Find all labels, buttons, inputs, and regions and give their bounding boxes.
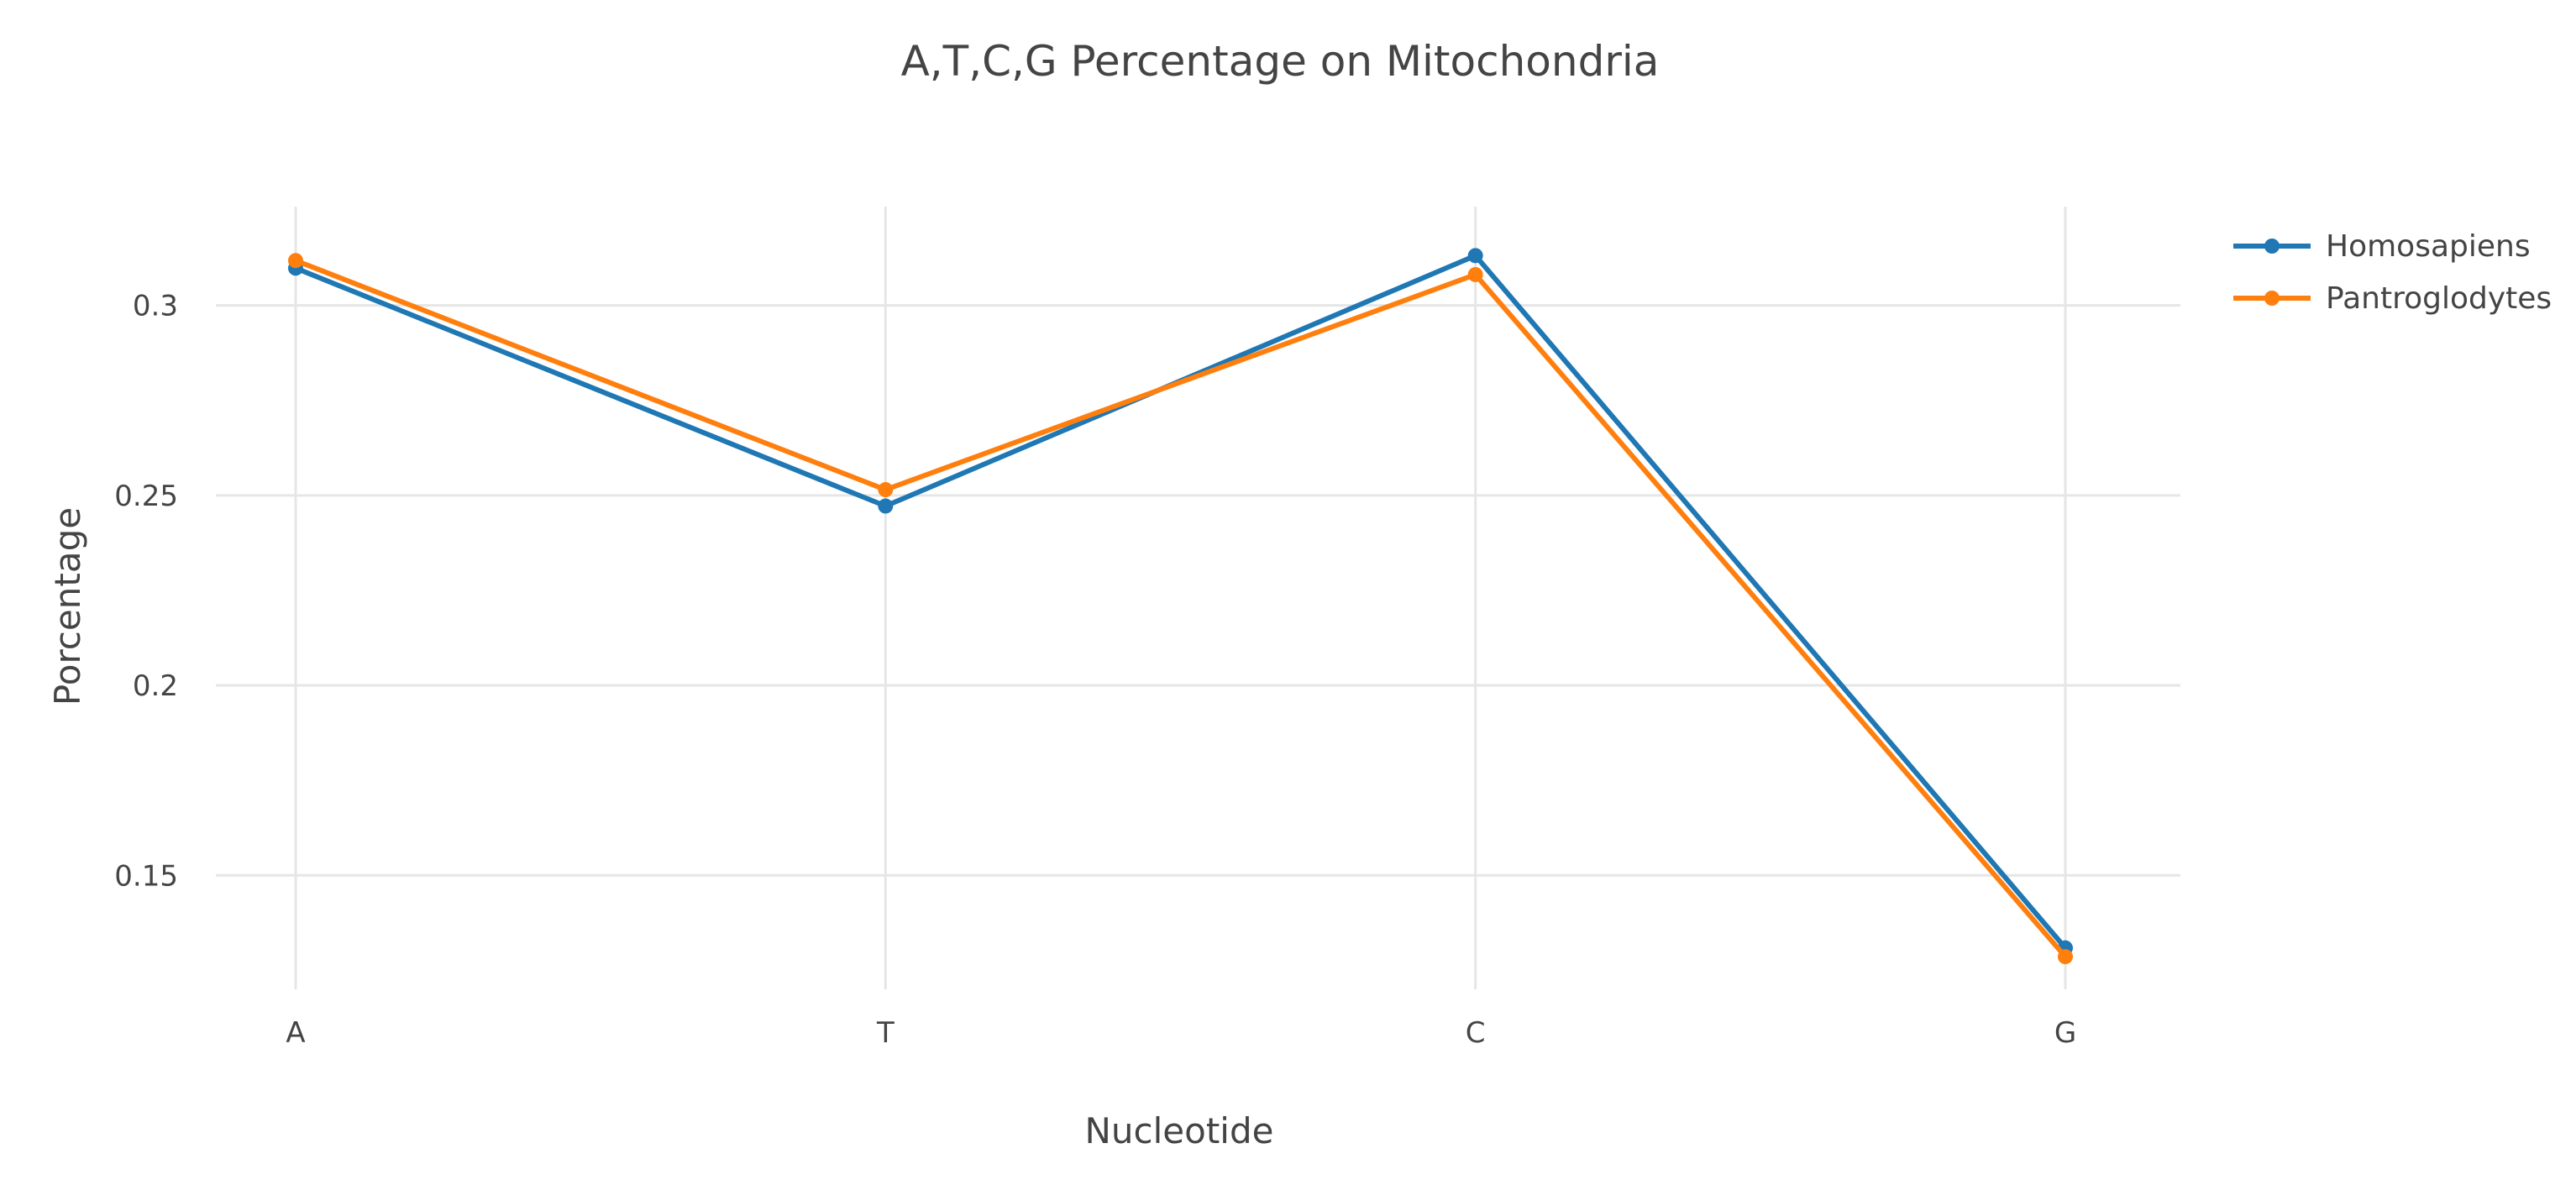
series-line: [294, 258, 2068, 959]
legend-item[interactable]: Pantroglodytes: [2233, 281, 2552, 316]
gridlines: [216, 207, 2180, 989]
legend-item[interactable]: Homosapiens: [2233, 229, 2531, 264]
legend-swatch-marker: [2264, 291, 2280, 306]
y-axis-title: Porcentage: [47, 507, 88, 705]
legend-label: Homosapiens: [2326, 229, 2531, 264]
data-point[interactable]: [2058, 949, 2073, 965]
data-point[interactable]: [1467, 266, 1483, 282]
series-homosapiens[interactable]: [288, 248, 2073, 956]
y-axis-ticks: 0.15 0.2 0.25 0.3: [114, 290, 178, 894]
series-lines: [288, 248, 2073, 965]
x-tick-label: A: [286, 1016, 305, 1050]
series-pantroglodytes[interactable]: [288, 253, 2073, 965]
series-line: [294, 253, 2068, 950]
data-point[interactable]: [288, 253, 303, 269]
y-tick-label: 0.15: [114, 859, 178, 893]
chart-title: A,T,C,G Percentage on Mitochondria: [901, 37, 1660, 86]
x-tick-label: T: [876, 1016, 895, 1050]
y-tick-label: 0.2: [133, 669, 178, 703]
data-point[interactable]: [878, 498, 894, 514]
data-point[interactable]: [878, 482, 894, 498]
legend[interactable]: Homosapiens Pantroglodytes: [2233, 229, 2552, 316]
x-tick-label: C: [1466, 1016, 1486, 1050]
x-tick-label: G: [2054, 1016, 2076, 1050]
y-tick-label: 0.25: [114, 480, 178, 513]
x-axis-title: Nucleotide: [1085, 1110, 1274, 1151]
y-tick-label: 0.3: [133, 290, 178, 323]
legend-swatch-marker: [2264, 239, 2280, 254]
legend-label: Pantroglodytes: [2326, 281, 2552, 316]
data-point[interactable]: [1467, 248, 1483, 264]
